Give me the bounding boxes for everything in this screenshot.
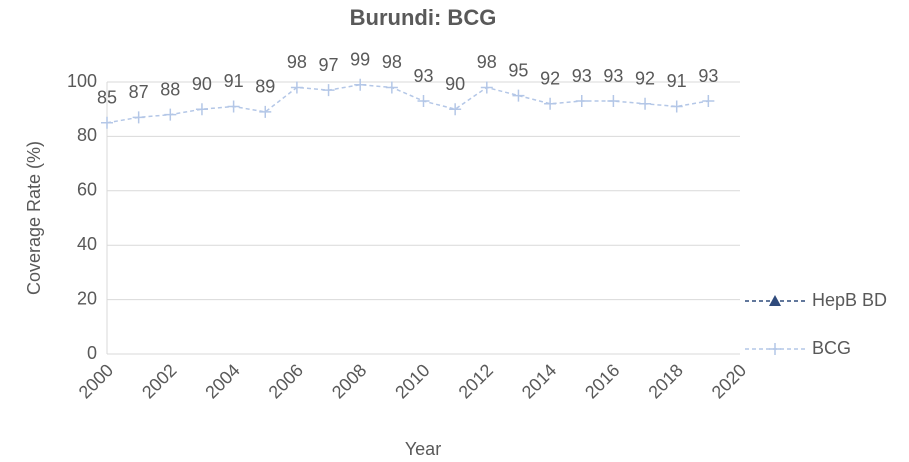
y-tick-label: 60 [77, 180, 97, 200]
data-label: 90 [192, 74, 212, 94]
x-tick-label: 2000 [75, 360, 117, 402]
data-label: 91 [224, 71, 244, 91]
data-point [164, 108, 177, 121]
data-point [544, 97, 557, 110]
data-label: 93 [698, 66, 718, 86]
x-tick-label: 2006 [265, 360, 307, 402]
chart-title: Burundi: BCG [350, 5, 497, 30]
data-label: 93 [603, 66, 623, 86]
data-label: 95 [508, 60, 528, 80]
data-point [132, 111, 145, 124]
data-point [195, 103, 208, 116]
data-label: 93 [413, 66, 433, 86]
y-tick-label: 80 [77, 125, 97, 145]
x-tick-label: 2018 [644, 360, 686, 402]
data-label: 91 [667, 71, 687, 91]
data-point [670, 100, 683, 113]
data-point [322, 84, 335, 97]
data-point [512, 89, 525, 102]
x-axis-label: Year [405, 439, 441, 459]
x-tick-label: 2008 [328, 360, 370, 402]
y-tick-label: 40 [77, 234, 97, 254]
data-label: 99 [350, 49, 370, 69]
legend-label: HepB BD [812, 290, 887, 310]
x-tick-label: 2002 [138, 360, 180, 402]
data-label: 97 [319, 55, 339, 75]
data-point [354, 78, 367, 91]
data-label: 88 [160, 79, 180, 99]
data-point [101, 116, 113, 129]
x-tick-label: 2004 [201, 360, 243, 402]
data-point [259, 105, 272, 118]
data-point [480, 81, 493, 94]
data-point [290, 81, 303, 94]
x-tick-label: 2016 [581, 360, 623, 402]
data-label: 98 [382, 52, 402, 72]
x-tick-label: 2010 [391, 360, 433, 402]
data-point [639, 97, 652, 110]
data-label: 93 [572, 66, 592, 86]
x-tick-label: 2020 [708, 360, 750, 402]
data-label: 98 [287, 52, 307, 72]
data-label: 98 [477, 52, 497, 72]
data-point [607, 95, 620, 108]
data-label: 85 [97, 88, 117, 108]
data-point [575, 95, 588, 108]
x-tick-label: 2014 [518, 360, 560, 402]
y-tick-label: 0 [87, 343, 97, 363]
data-point [417, 95, 430, 108]
x-tick-label: 2012 [455, 360, 497, 402]
data-label: 92 [540, 69, 560, 89]
legend-label: BCG [812, 338, 851, 358]
data-label: 89 [255, 77, 275, 97]
y-axis-label: Coverage Rate (%) [24, 141, 44, 295]
y-tick-label: 20 [77, 288, 97, 308]
y-tick-label: 100 [67, 71, 97, 91]
data-label: 92 [635, 69, 655, 89]
data-point [227, 100, 240, 113]
data-label: 90 [445, 74, 465, 94]
data-point [385, 81, 398, 94]
data-label: 87 [129, 82, 149, 102]
legend-marker [769, 343, 781, 355]
legend-marker [769, 295, 781, 306]
data-point [702, 95, 715, 108]
data-point [449, 103, 462, 116]
